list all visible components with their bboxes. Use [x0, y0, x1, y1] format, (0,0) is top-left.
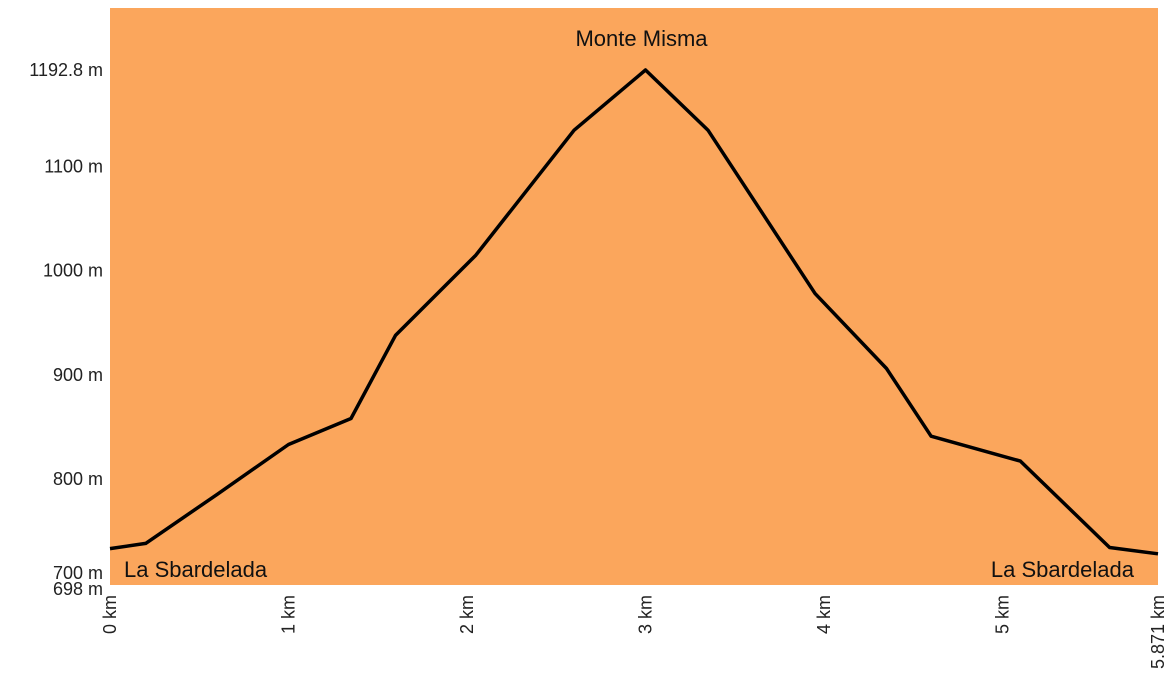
x-tick-label: 2 km: [457, 595, 477, 634]
elevation-line: [109, 68, 1159, 556]
place-annotation: La Sbardelada: [124, 557, 268, 582]
x-tick-label: 5 km: [993, 595, 1013, 634]
place-annotation: Monte Misma: [575, 26, 708, 51]
y-tick-label: 1100 m: [44, 157, 103, 177]
x-tick-label: 5.871 km: [1148, 595, 1168, 669]
y-tick-label: 1000 m: [43, 261, 103, 281]
y-tick-label: 900 m: [53, 365, 103, 385]
y-tick-label: 800 m: [53, 469, 103, 489]
x-tick-label: 1 km: [279, 595, 299, 634]
plot-background: [110, 8, 1158, 585]
x-tick-label: 4 km: [814, 595, 834, 634]
x-tick-label: 3 km: [636, 595, 656, 634]
y-tick-label: 1192.8 m: [29, 60, 103, 80]
y-tick-label: 700 m: [53, 563, 103, 583]
y-tick-label: 698 m: [53, 579, 103, 599]
place-annotation: La Sbardelada: [991, 557, 1135, 582]
x-tick-label: 0 km: [100, 595, 120, 634]
